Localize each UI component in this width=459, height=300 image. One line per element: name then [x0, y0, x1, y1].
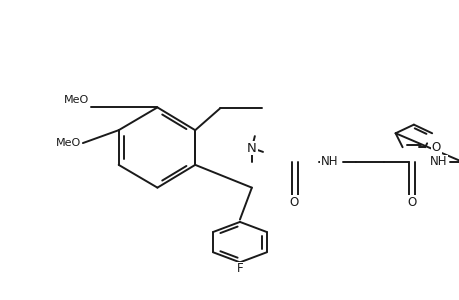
Text: O: O: [289, 196, 298, 208]
Text: NH: NH: [429, 155, 447, 168]
Text: O: O: [406, 196, 415, 208]
Text: MeO: MeO: [64, 95, 89, 105]
Text: MeO: MeO: [56, 138, 81, 148]
Text: F: F: [236, 262, 243, 275]
Text: NH: NH: [320, 155, 337, 168]
Text: N: N: [246, 142, 256, 154]
Text: O: O: [431, 141, 440, 154]
